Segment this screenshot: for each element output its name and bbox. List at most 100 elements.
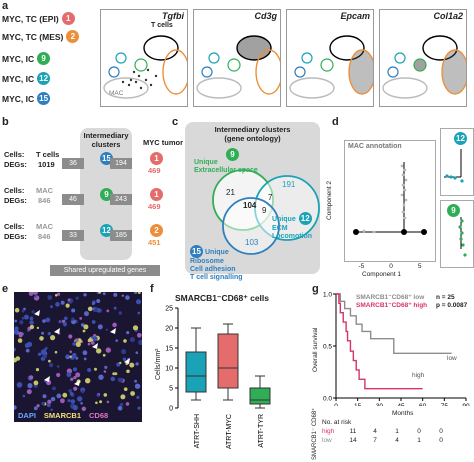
trajectory-inset-12: 12 bbox=[440, 128, 474, 196]
cells-label: Cells: bbox=[4, 222, 25, 231]
degs-label: DEGs: bbox=[4, 160, 27, 169]
nucleus bbox=[104, 365, 108, 369]
venn-val-7: 7 bbox=[268, 193, 273, 202]
nucleus bbox=[65, 303, 70, 308]
risk-cell: 0 bbox=[439, 428, 443, 435]
risk-table: high 11 4 1 0 0 low 14 7 4 1 0 bbox=[322, 428, 452, 446]
nucleus bbox=[72, 404, 78, 411]
nucleus bbox=[110, 376, 116, 382]
x-tick-label: 0 bbox=[334, 403, 338, 406]
nucleus bbox=[65, 354, 69, 358]
risk-title: No. at risk bbox=[322, 419, 352, 426]
nucleus bbox=[125, 295, 130, 300]
nucleus bbox=[83, 357, 87, 361]
cells-label: Cells: bbox=[4, 150, 25, 159]
nucleus bbox=[137, 311, 141, 315]
panel-label-e: e bbox=[2, 283, 9, 295]
nucleus bbox=[66, 368, 73, 374]
nucleus bbox=[66, 372, 72, 378]
nucleus bbox=[96, 393, 100, 397]
nucleus bbox=[18, 331, 23, 336]
y-tick-label: 5 bbox=[169, 386, 173, 393]
nucleus bbox=[14, 357, 18, 363]
nucleus bbox=[29, 375, 34, 380]
nucleus bbox=[83, 293, 87, 297]
survival-chart: 0.0 0.5 1.0 0 15 30 45 60 75 90 bbox=[323, 292, 470, 407]
shared-left: 46 bbox=[62, 194, 84, 205]
nucleus bbox=[81, 390, 85, 394]
nucleus bbox=[60, 398, 65, 404]
legend-dapi: DAPI bbox=[18, 411, 36, 420]
nucleus bbox=[32, 292, 38, 295]
nucleus bbox=[29, 324, 35, 330]
gene-label: Tgfbi bbox=[162, 11, 184, 21]
arrowhead-icon bbox=[74, 380, 80, 386]
nucleus bbox=[112, 372, 116, 376]
nucleus bbox=[94, 367, 97, 371]
arrowhead-icon bbox=[34, 310, 40, 316]
nucleus bbox=[47, 331, 51, 336]
badge-12: 12 bbox=[298, 212, 312, 225]
risk-cell: 1 bbox=[417, 437, 421, 444]
d-xlabel: Component 1 bbox=[362, 271, 402, 278]
nucleus bbox=[129, 362, 135, 368]
badge-9: 9 bbox=[447, 204, 460, 217]
tick: 5 bbox=[417, 263, 422, 270]
nucleus bbox=[103, 370, 107, 373]
nucleus bbox=[42, 394, 47, 399]
nucleus bbox=[29, 320, 34, 325]
nucleus bbox=[55, 302, 60, 307]
arrowhead-icon bbox=[54, 328, 60, 334]
x-tick-label: 15 bbox=[354, 403, 362, 406]
venn-subtitle: (gene ontology) bbox=[224, 134, 281, 143]
nucleus bbox=[122, 357, 127, 361]
nucleus bbox=[91, 320, 96, 324]
nucleus bbox=[117, 405, 123, 411]
nucleus bbox=[129, 337, 135, 343]
nucleus bbox=[98, 292, 102, 294]
arrowhead-icon bbox=[92, 343, 98, 349]
source-degs: 846 bbox=[38, 232, 51, 241]
nucleus bbox=[14, 347, 16, 352]
nucleus bbox=[120, 394, 126, 400]
venn-teal-text: Unique 12 ECM Locomotion bbox=[272, 212, 312, 241]
blue-term2: Cell adhesion bbox=[190, 266, 236, 273]
venn-title: Intermediary clusters bbox=[214, 125, 291, 134]
nucleus bbox=[21, 316, 25, 320]
nucleus bbox=[27, 383, 33, 389]
nucleus bbox=[69, 355, 72, 358]
venn-val-9: 9 bbox=[262, 206, 267, 215]
nucleus bbox=[103, 393, 108, 397]
nucleus bbox=[97, 324, 103, 330]
cluster-badge: 12 bbox=[37, 72, 51, 85]
nucleus bbox=[125, 402, 130, 406]
nucleus bbox=[73, 386, 78, 391]
category-label: ATRT-MYC bbox=[226, 414, 233, 449]
category-label: ATRT-SHH bbox=[194, 414, 201, 448]
nucleus bbox=[50, 396, 56, 402]
nucleus bbox=[14, 405, 17, 410]
badge-15: 15 bbox=[190, 245, 203, 258]
umap-cd3g: Cd3g bbox=[193, 9, 281, 107]
nucleus bbox=[83, 324, 89, 330]
nucleus bbox=[23, 314, 29, 320]
nucleus bbox=[62, 321, 67, 327]
source-degs: 1019 bbox=[38, 160, 55, 169]
nucleus bbox=[136, 299, 141, 305]
nucleus bbox=[14, 319, 18, 323]
arrowhead-icon bbox=[44, 376, 50, 382]
umap-plot bbox=[289, 35, 373, 99]
nucleus bbox=[106, 400, 110, 404]
venn-blue-text: 15 Unique Ribosome Cell adhesion T cell s… bbox=[190, 245, 243, 282]
nucleus bbox=[85, 378, 91, 384]
nucleus bbox=[42, 319, 46, 323]
source-name: MAC bbox=[36, 222, 54, 231]
nucleus bbox=[40, 349, 47, 355]
blue-term1: Ribosome bbox=[190, 258, 224, 265]
nucleus bbox=[50, 305, 53, 308]
y-tick-label: 10 bbox=[165, 366, 173, 373]
km-legend: SMARCB1⁻CD68⁺ low SMARCB1⁻CD68⁺ high bbox=[356, 294, 427, 310]
degs-label: DEGs: bbox=[4, 232, 27, 241]
nucleus bbox=[118, 377, 124, 383]
nucleus bbox=[69, 392, 74, 396]
